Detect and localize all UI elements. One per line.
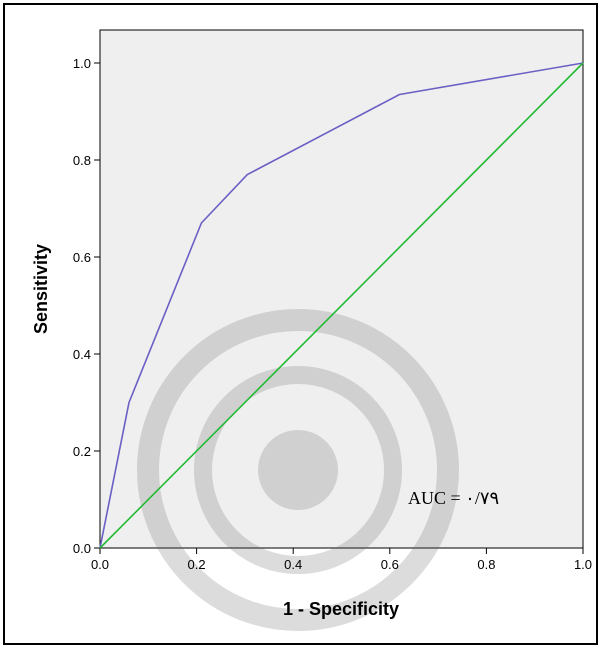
x-tick-label: 0.6 bbox=[381, 557, 399, 572]
x-axis-title: 1 - Specificity bbox=[283, 599, 399, 619]
x-tick-label: 0.2 bbox=[188, 557, 206, 572]
y-axis-ticks: 0.0 0.2 0.4 0.6 0.8 1.0 bbox=[73, 56, 100, 556]
y-tick-label: 0.6 bbox=[73, 250, 91, 265]
x-tick-label: 0.4 bbox=[284, 557, 302, 572]
plot-area bbox=[99, 29, 584, 549]
y-tick-label: 0.4 bbox=[73, 347, 91, 362]
annotation-auc: AUC = ۰/۷۹ bbox=[408, 488, 499, 508]
x-axis-ticks: 0.0 0.2 0.4 0.6 0.8 1.0 bbox=[91, 548, 592, 572]
roc-curve-line bbox=[99, 62, 584, 549]
watermark bbox=[137, 309, 459, 631]
y-tick-label: 0.0 bbox=[73, 541, 91, 556]
x-tick-label: 0.8 bbox=[477, 557, 495, 572]
reference-diagonal-line bbox=[99, 62, 584, 549]
series-layer bbox=[99, 62, 584, 549]
y-tick-label: 0.2 bbox=[73, 444, 91, 459]
y-tick-label: 1.0 bbox=[73, 56, 91, 71]
x-tick-label: 1.0 bbox=[574, 557, 592, 572]
x-tick-label: 0.0 bbox=[91, 557, 109, 572]
y-axis-title: Sensitivity bbox=[31, 244, 51, 334]
y-tick-label: 0.8 bbox=[73, 153, 91, 168]
